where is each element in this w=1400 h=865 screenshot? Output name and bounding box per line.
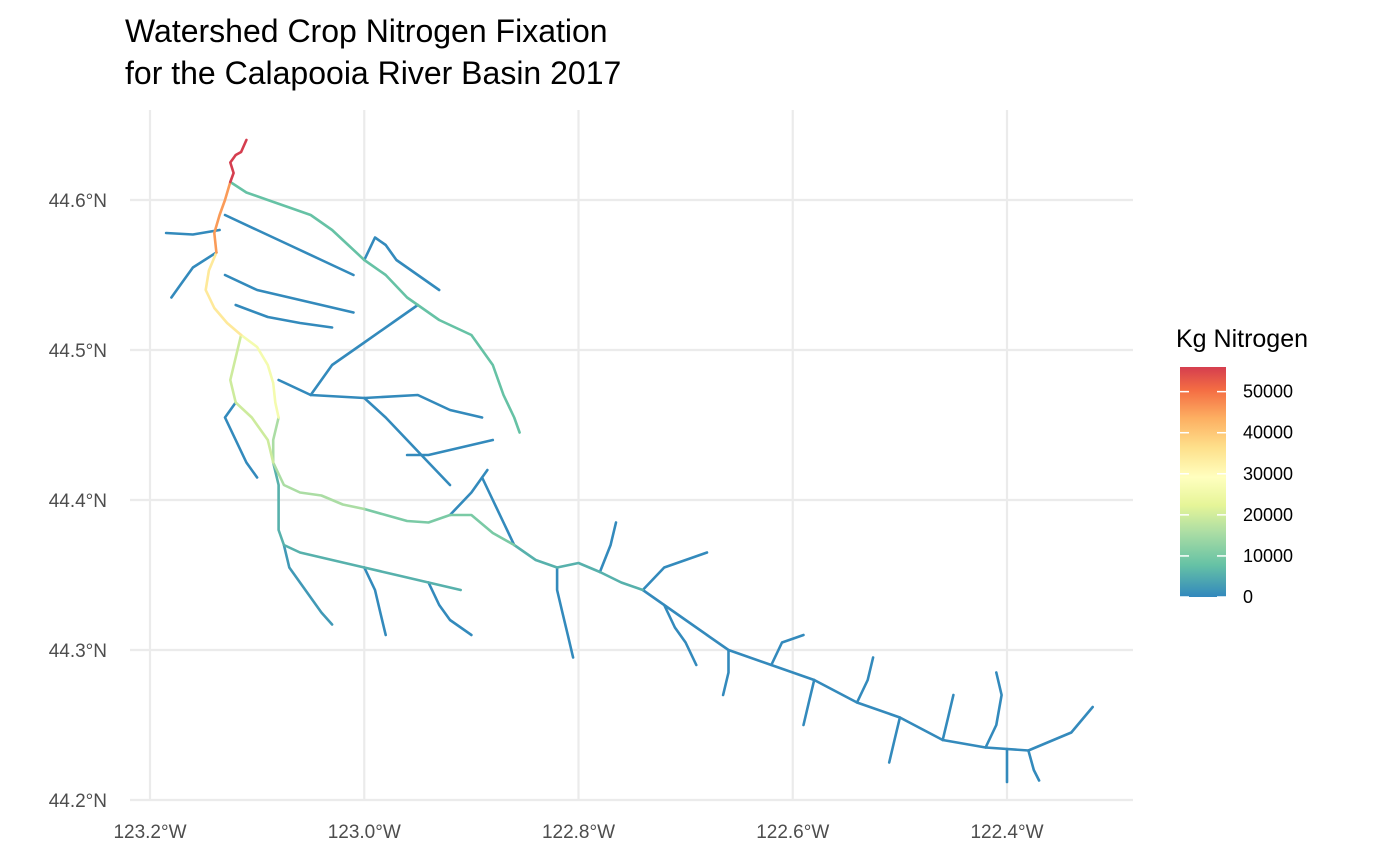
- y-tick-label: 44.2°N: [49, 791, 107, 812]
- river-segment-t4: [405, 438, 495, 457]
- chart-title: Watershed Crop Nitrogen Fixation for the…: [125, 10, 621, 94]
- river-segment-t21: [855, 656, 875, 704]
- x-tick-label: 122.8°W: [542, 822, 615, 843]
- river-segment-t1: [277, 378, 484, 419]
- y-tick-label: 44.4°N: [49, 491, 107, 512]
- river-segment-main-upper1: [239, 333, 280, 419]
- river-segment-t6: [223, 213, 355, 277]
- legend-label: 0: [1243, 587, 1253, 607]
- river-segment-main-upper3: [363, 507, 516, 547]
- legend-ticks: 50000 40000 30000 20000 10000 0: [1180, 382, 1293, 607]
- legend-label: 30000: [1243, 464, 1293, 484]
- river-segment-t30: [363, 236, 441, 292]
- river-segment-t16: [555, 566, 575, 659]
- river-segment-t3: [363, 396, 452, 487]
- x-tick-label: 123.2°W: [113, 822, 186, 843]
- x-tick-label: 122.6°W: [756, 822, 829, 843]
- legend-label: 10000: [1243, 546, 1293, 566]
- river-segment-main-upper4: [512, 543, 645, 592]
- river-segment-t9: [223, 273, 355, 314]
- river-segment-t13: [282, 543, 334, 626]
- river-segment-t23: [984, 671, 1003, 749]
- river-network: [164, 138, 1094, 784]
- river-segment-west-fork: [229, 333, 275, 464]
- chart-title-line1: Watershed Crop Nitrogen Fixation: [125, 13, 608, 49]
- river-segment-outlet: [229, 138, 248, 184]
- y-tick-label: 44.6°N: [49, 191, 107, 212]
- legend-title: Kg Nitrogen: [1176, 325, 1308, 353]
- river-segment-t12: [271, 461, 462, 592]
- legend: Kg Nitrogen 50000 40000 30000 20000 10000 0: [1176, 325, 1308, 607]
- legend-label: 20000: [1243, 505, 1293, 525]
- river-segment-t19: [662, 603, 698, 667]
- river-segment-t14: [363, 566, 387, 637]
- river-segment-t27: [802, 678, 816, 727]
- river-segment-t22: [941, 693, 955, 742]
- river-segment-main-upper2: [271, 416, 366, 511]
- river-segment-t20: [770, 633, 805, 667]
- river-segment-t28: [721, 648, 730, 697]
- river-segment-north-trib: [229, 180, 521, 434]
- river-segment-main-mid: [204, 251, 243, 337]
- river-segment-t29: [480, 476, 516, 547]
- legend-label: 50000: [1243, 382, 1293, 402]
- river-segment-t10: [234, 303, 334, 329]
- river-segment-t26: [887, 716, 902, 764]
- x-tick-label: 123.0°W: [328, 822, 401, 843]
- legend-colorbar: [1180, 367, 1226, 597]
- x-axis-ticks: 123.2°W 123.0°W 122.8°W 122.6°W 122.4°W: [113, 822, 1043, 843]
- y-tick-label: 44.5°N: [49, 341, 107, 362]
- grid-lines: [130, 110, 1133, 802]
- river-segment-t24: [1027, 749, 1041, 782]
- chart-title-line2: for the Calapooia River Basin 2017: [125, 55, 622, 91]
- river-segment-t17: [598, 521, 618, 574]
- river-segment-t7: [164, 228, 221, 236]
- legend-label: 40000: [1243, 423, 1293, 443]
- x-tick-label: 122.4°W: [970, 822, 1043, 843]
- y-tick-label: 44.3°N: [49, 641, 107, 662]
- river-segment-t11: [223, 401, 259, 479]
- river-segment-t8: [170, 251, 218, 299]
- river-segment-t18: [641, 551, 709, 592]
- river-segment-t15: [427, 581, 473, 637]
- river-segment-main-headwaters: [641, 588, 1094, 752]
- river-segment-main-lower: [213, 180, 232, 254]
- y-axis-ticks: 44.2°N 44.3°N 44.4°N 44.5°N 44.6°N: [49, 191, 107, 812]
- river-segment-t2: [309, 303, 420, 397]
